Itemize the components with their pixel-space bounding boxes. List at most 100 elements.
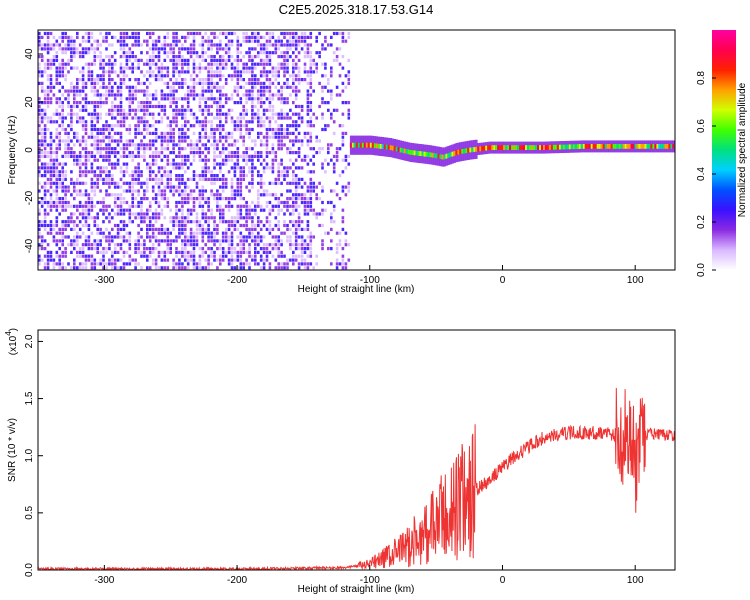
noise-cell	[99, 143, 102, 147]
noise-cell	[224, 162, 228, 166]
noise-cell	[55, 231, 59, 235]
noise-cell	[119, 147, 123, 151]
noise-cell	[303, 31, 307, 36]
noise-cell	[90, 31, 94, 36]
noise-cell	[224, 154, 228, 158]
noise-cell	[87, 235, 91, 239]
noise-cell	[154, 39, 158, 43]
noise-cell	[344, 185, 348, 189]
noise-cell	[230, 74, 234, 78]
noise-cell	[259, 58, 263, 62]
noise-cell	[113, 197, 117, 201]
noise-cell	[105, 47, 108, 51]
noise-cell	[239, 116, 243, 120]
noise-cell	[140, 70, 143, 74]
noise-cell	[157, 151, 161, 155]
noise-cell	[46, 47, 50, 51]
noise-cell	[61, 177, 64, 181]
noise-cell	[254, 223, 257, 228]
noise-cell	[332, 162, 336, 166]
noise-cell	[137, 235, 140, 239]
noise-cell	[102, 166, 105, 170]
noise-cell	[108, 193, 111, 197]
noise-cell	[128, 254, 132, 258]
noise-cell	[213, 223, 216, 228]
noise-cell	[181, 177, 184, 181]
noise-cell	[38, 220, 41, 224]
noise-cell	[189, 124, 193, 128]
noise-cell	[230, 177, 234, 181]
noise-cell	[76, 239, 79, 243]
noise-cell	[251, 170, 254, 174]
noise-cell	[87, 193, 91, 197]
noise-cell	[81, 85, 85, 89]
noise-cell	[87, 135, 91, 139]
noise-cell	[76, 216, 79, 220]
noise-cell	[169, 220, 172, 224]
noise-cell	[119, 93, 123, 97]
noise-cell	[58, 35, 61, 39]
noise-cell	[213, 254, 216, 258]
noise-cell	[239, 74, 243, 78]
noise-cell	[219, 39, 222, 43]
noise-cell	[216, 112, 219, 116]
noise-cell	[163, 74, 167, 78]
noise-cell	[236, 89, 240, 93]
carrier-cell	[479, 146, 482, 152]
noise-cell	[292, 250, 295, 254]
noise-cell	[99, 239, 102, 243]
noise-cell	[268, 35, 272, 39]
noise-cell	[90, 78, 94, 82]
noise-cell	[73, 55, 76, 59]
noise-cell	[242, 239, 245, 243]
noise-cell	[122, 197, 126, 201]
noise-cell	[277, 227, 280, 231]
noise-cell	[166, 93, 170, 97]
noise-cell	[315, 116, 318, 120]
noise-cell	[96, 135, 99, 139]
noise-cell	[157, 231, 161, 235]
noise-cell	[55, 250, 59, 254]
noise-cell	[236, 66, 240, 70]
noise-cell	[227, 51, 231, 55]
noise-cell	[157, 47, 161, 51]
noise-cell	[38, 97, 41, 101]
noise-cell	[160, 89, 164, 93]
noise-cell	[221, 162, 225, 166]
noise-cell	[213, 250, 216, 254]
noise-cell	[189, 43, 193, 47]
noise-cell	[216, 258, 219, 262]
noise-cell	[154, 89, 158, 93]
noise-cell	[151, 124, 155, 128]
noise-cell	[148, 208, 152, 212]
noise-cell	[297, 266, 301, 270]
noise-cell	[175, 66, 178, 70]
noise-cell	[172, 131, 175, 135]
noise-cell	[87, 239, 91, 243]
noise-cell	[178, 154, 181, 158]
noise-cell	[245, 223, 248, 228]
noise-cell	[148, 162, 152, 166]
noise-cell	[230, 193, 234, 197]
noise-cell	[294, 74, 298, 78]
noise-cell	[84, 223, 88, 228]
noise-cell	[38, 247, 41, 251]
noise-cell	[274, 204, 278, 208]
noise-cell	[131, 51, 134, 55]
noise-cell	[236, 189, 240, 193]
noise-cell	[169, 216, 172, 220]
noise-cell	[78, 43, 82, 47]
noise-cell	[166, 154, 170, 158]
carrier-cell	[381, 144, 384, 149]
noise-cell	[46, 74, 50, 78]
noise-cell	[172, 85, 175, 89]
noise-cell	[166, 266, 170, 270]
noise-cell	[277, 43, 280, 47]
carrier-cell	[463, 148, 466, 154]
noise-cell	[245, 97, 248, 101]
noise-cell	[113, 58, 117, 62]
noise-cell	[224, 35, 228, 39]
noise-cell	[131, 93, 134, 97]
noise-cell	[105, 158, 108, 162]
carrier-cell	[616, 144, 619, 149]
